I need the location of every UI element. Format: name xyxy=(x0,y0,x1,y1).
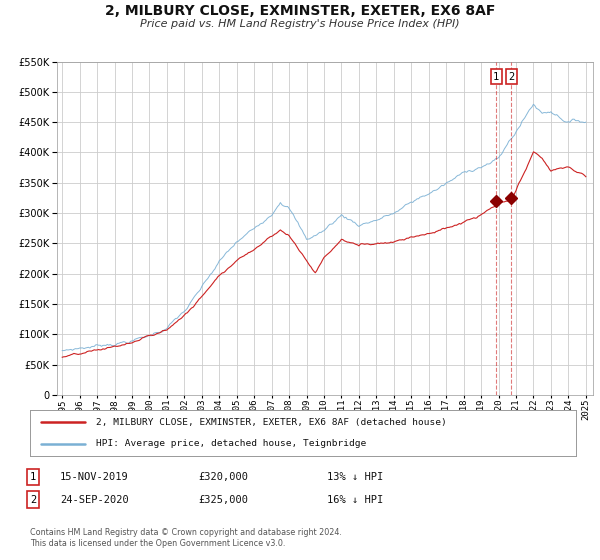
Text: £325,000: £325,000 xyxy=(198,494,248,505)
Text: £320,000: £320,000 xyxy=(198,472,248,482)
Text: HPI: Average price, detached house, Teignbridge: HPI: Average price, detached house, Teig… xyxy=(95,440,366,449)
Text: 2, MILBURY CLOSE, EXMINSTER, EXETER, EX6 8AF (detached house): 2, MILBURY CLOSE, EXMINSTER, EXETER, EX6… xyxy=(95,418,446,427)
Text: 1: 1 xyxy=(30,472,36,482)
Text: 2: 2 xyxy=(508,72,514,82)
Text: 16% ↓ HPI: 16% ↓ HPI xyxy=(327,494,383,505)
Text: 13% ↓ HPI: 13% ↓ HPI xyxy=(327,472,383,482)
Text: 2, MILBURY CLOSE, EXMINSTER, EXETER, EX6 8AF: 2, MILBURY CLOSE, EXMINSTER, EXETER, EX6… xyxy=(105,4,495,18)
Text: 1: 1 xyxy=(493,72,499,82)
Text: 2: 2 xyxy=(30,494,36,505)
Text: 24-SEP-2020: 24-SEP-2020 xyxy=(60,494,129,505)
Text: Price paid vs. HM Land Registry's House Price Index (HPI): Price paid vs. HM Land Registry's House … xyxy=(140,19,460,29)
Text: Contains HM Land Registry data © Crown copyright and database right 2024.
This d: Contains HM Land Registry data © Crown c… xyxy=(30,528,342,548)
Text: 15-NOV-2019: 15-NOV-2019 xyxy=(60,472,129,482)
